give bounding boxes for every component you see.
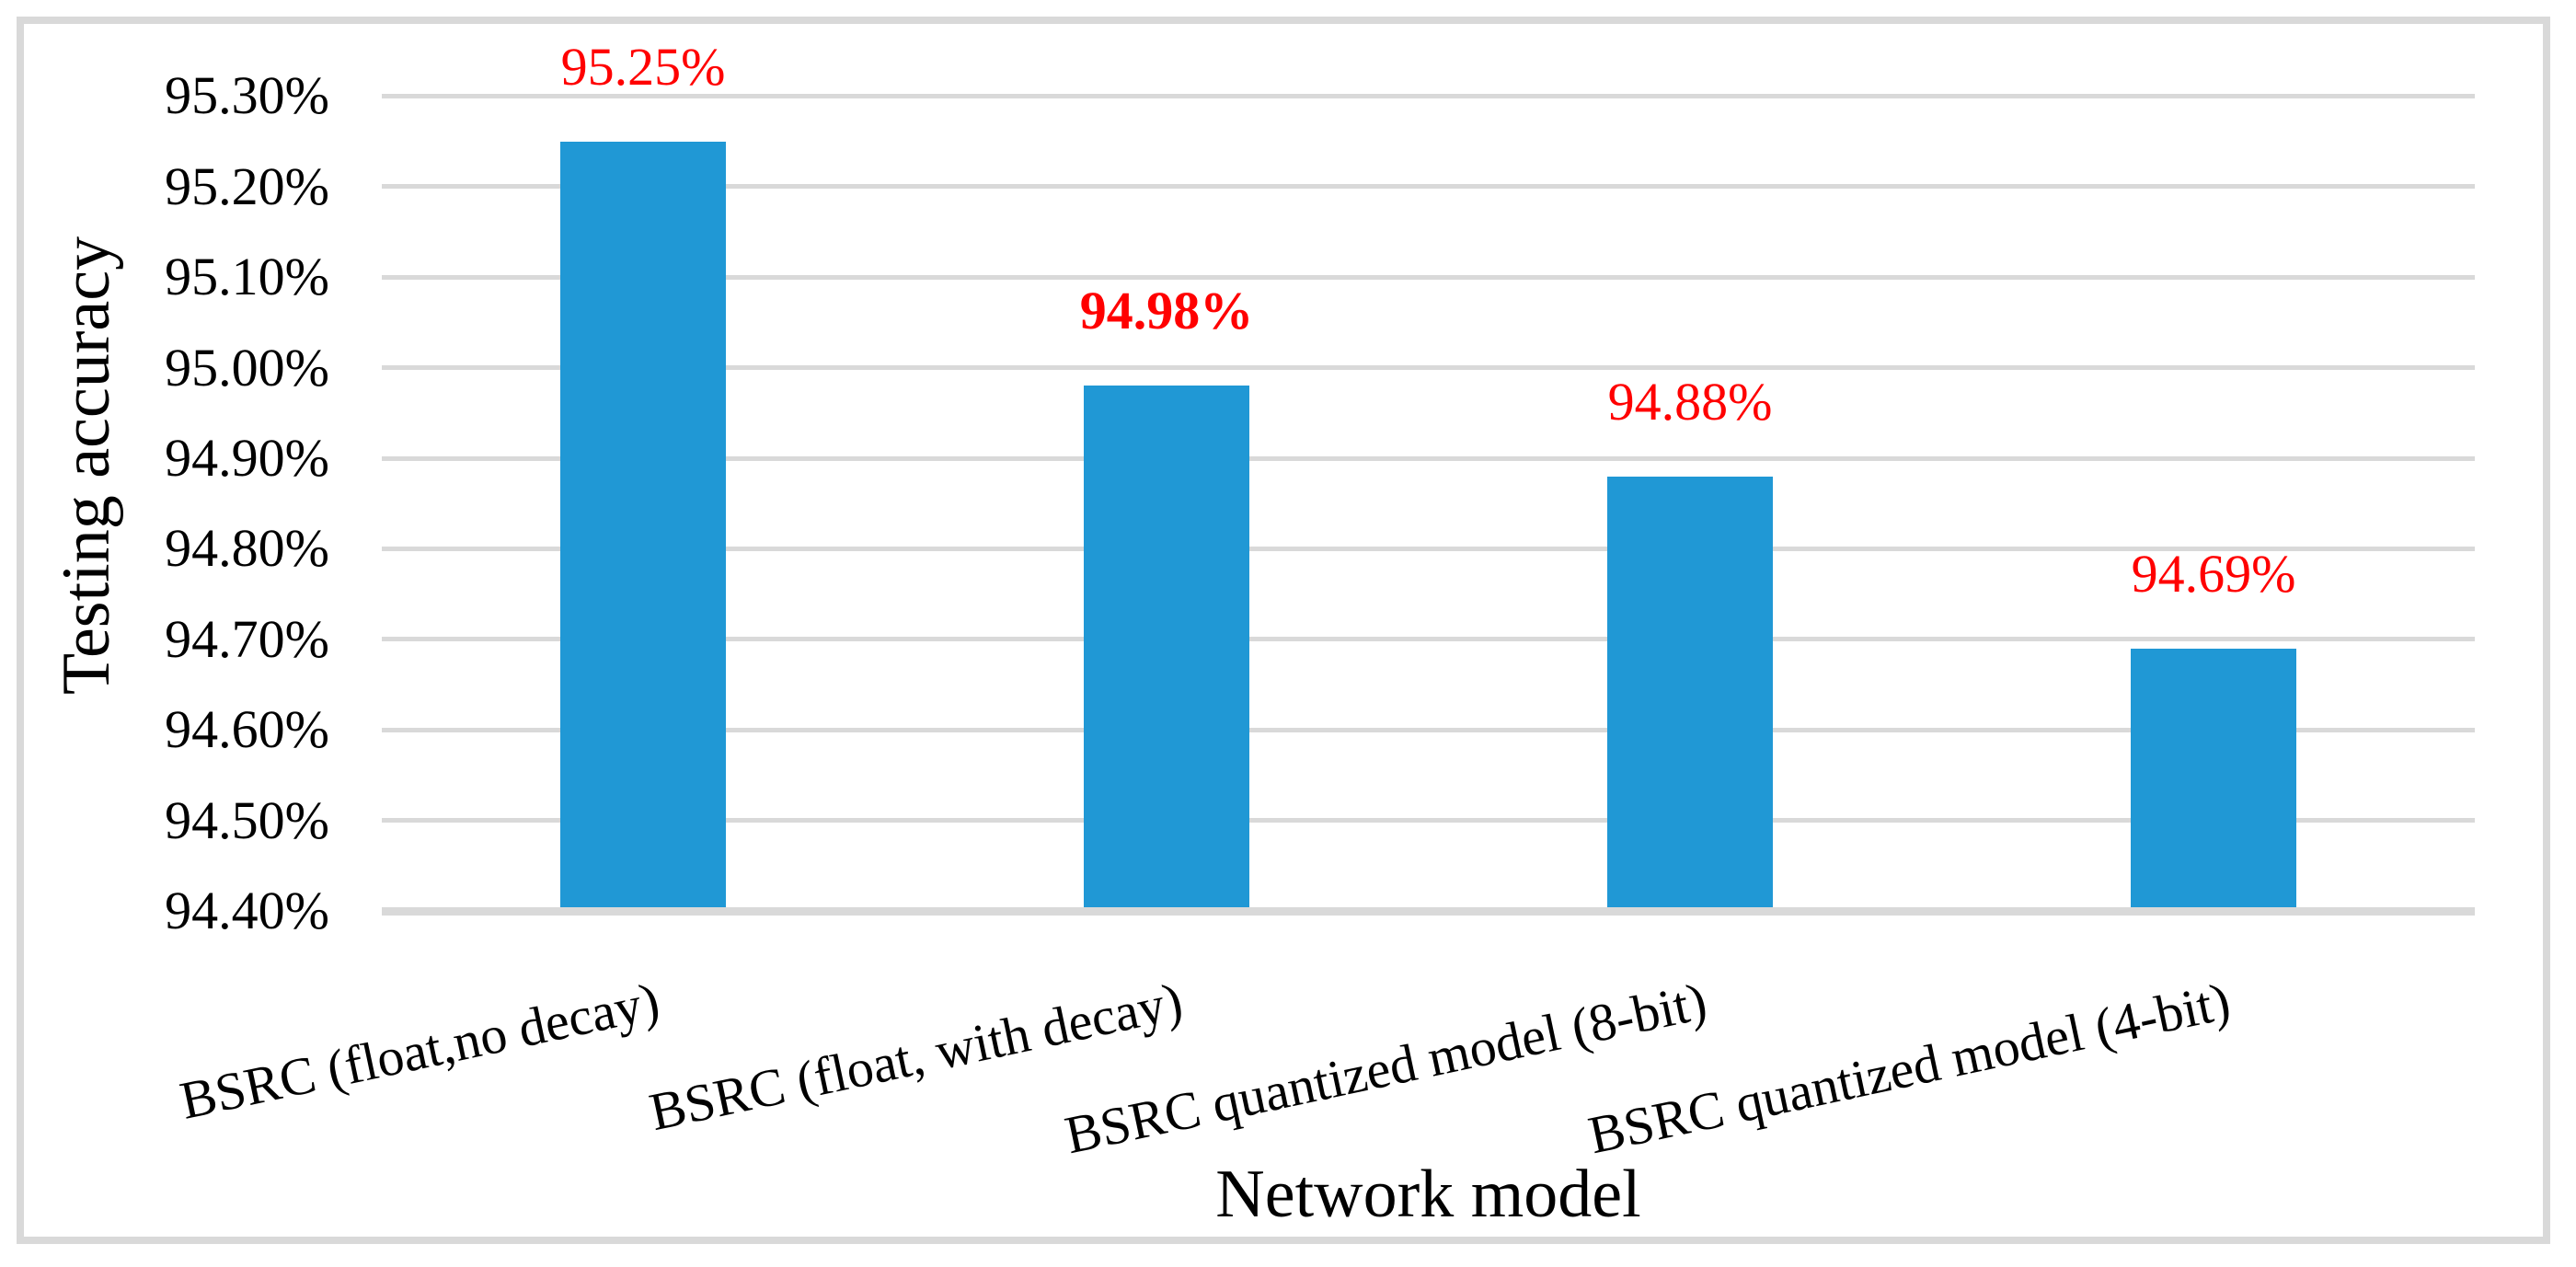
y-gridline: [382, 365, 2475, 371]
y-gridline: [382, 546, 2475, 551]
bar-value-label: 95.25%: [560, 36, 726, 97]
y-tick-label: 95.30%: [165, 65, 329, 126]
y-tick-label: 95.10%: [165, 247, 329, 307]
y-gridline: [382, 637, 2475, 642]
bar: [1607, 476, 1773, 907]
y-gridline: [382, 93, 2475, 98]
y-tick-label: 94.50%: [165, 789, 329, 850]
bar-value-label: 94.88%: [1607, 371, 1773, 432]
y-tick-label: 94.40%: [165, 881, 329, 940]
y-gridline: [382, 184, 2475, 190]
y-gridline: [382, 455, 2475, 461]
x-axis-baseline: [382, 907, 2475, 916]
y-tick-label: 94.70%: [165, 608, 329, 669]
bar: [2131, 648, 2296, 907]
y-gridline: [382, 818, 2475, 824]
y-axis-title: Testing accuracy: [49, 236, 124, 696]
y-tick-label: 94.90%: [165, 428, 329, 488]
bar: [560, 141, 726, 907]
y-gridline: [382, 727, 2475, 732]
bar: [1084, 386, 1249, 907]
y-tick-label: 95.20%: [165, 155, 329, 216]
y-tick-label: 95.00%: [165, 337, 329, 397]
y-gridline: [382, 274, 2475, 280]
x-axis-title: Network model: [1215, 1157, 1641, 1232]
y-tick-label: 94.60%: [165, 699, 329, 760]
bar-value-label: 94.98%: [1079, 281, 1254, 341]
bar-value-label: 94.69%: [2131, 543, 2296, 604]
y-tick-label: 94.80%: [165, 518, 329, 579]
figure-frame: [17, 17, 2550, 1244]
